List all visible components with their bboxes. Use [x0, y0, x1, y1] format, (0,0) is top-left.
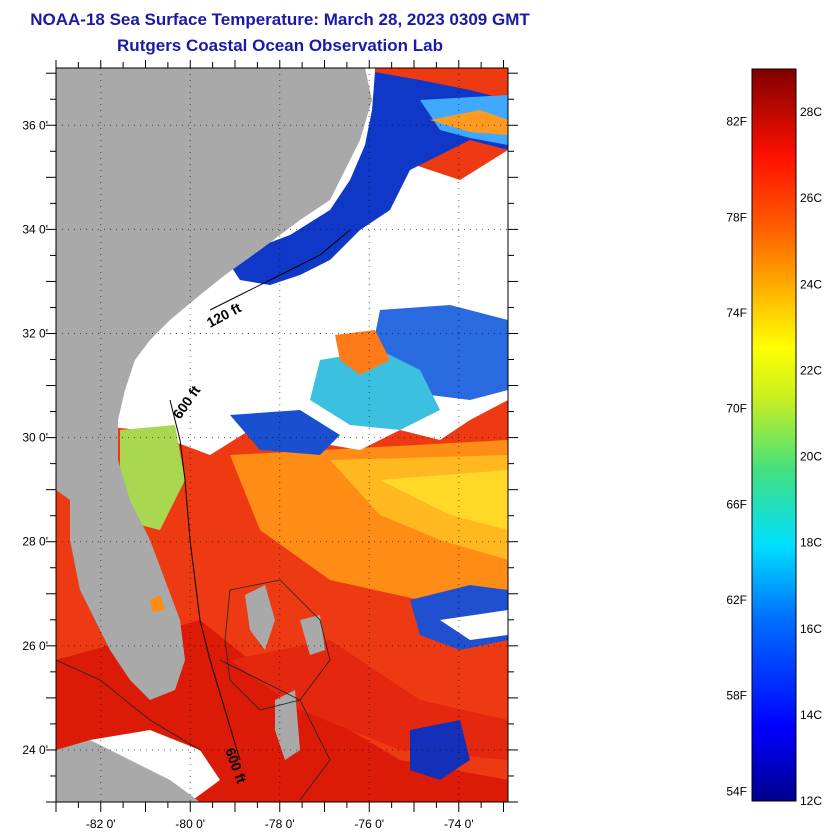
land-bahamas-1 — [245, 585, 275, 650]
contour-florida-shelf — [56, 659, 201, 751]
colorbar-f-label: 74F — [726, 306, 747, 320]
lake-okeechobee — [150, 595, 165, 612]
axis-ticks — [46, 60, 518, 812]
colorbar-f-label: 62F — [726, 593, 747, 607]
lon-tick-label: -78 0' — [265, 817, 295, 830]
colorbar-f-label: 66F — [726, 497, 747, 511]
temperature-colorbar: 54F 58F 62F 66F 70F 74F 78F 82F 12C 14C 16C 18C 20C… — [726, 68, 822, 808]
celsius-labels: 12C 14C 16C 18C 20C 22C 24C 26C 28C — [800, 105, 822, 808]
lon-tick-label: -80 0' — [175, 817, 205, 830]
graticule — [56, 68, 508, 802]
contour-bahamas-2 — [219, 659, 331, 801]
colorbar-c-label: 18C — [800, 536, 822, 550]
colorbar-f-label: 54F — [726, 784, 747, 798]
colorbar-f-label: 58F — [726, 689, 747, 703]
chart-title: NOAA-18 Sea Surface Temperature: March 2… — [30, 10, 530, 29]
lon-tick-label: -74 0' — [444, 817, 474, 830]
coastal-green — [120, 425, 185, 530]
lat-tick-label: 34 0' — [22, 222, 48, 236]
lat-tick-label: 30 0' — [22, 431, 48, 445]
land-bahamas-3 — [300, 615, 325, 655]
lat-tick-label: 36 0' — [22, 118, 48, 132]
land-cuba — [56, 740, 200, 802]
map-field — [56, 68, 508, 802]
contour-120ft — [209, 229, 351, 311]
lat-tick-label: 24 0' — [22, 743, 48, 757]
lon-tick-label: -76 0' — [354, 817, 384, 830]
fahrenheit-labels: 54F 58F 62F 66F 70F 74F 78F 82F — [726, 115, 747, 799]
map-frame — [55, 67, 509, 803]
colorbar-gradient — [751, 68, 797, 802]
colorbar-f-label: 70F — [726, 402, 747, 416]
colorbar-c-label: 28C — [800, 105, 822, 119]
warm-patch-north — [430, 110, 508, 135]
lat-tick-label: 32 0' — [22, 326, 48, 340]
latitude-labels: 24 0' 26 0' 28 0' 30 0' 32 0' 34 0' 36 0' — [22, 118, 48, 757]
lat-tick-label: 26 0' — [22, 639, 48, 653]
lat-tick-label: 28 0' — [22, 535, 48, 549]
colorbar-c-label: 20C — [800, 450, 822, 464]
contour-600ft — [169, 399, 241, 761]
longitude-labels: -82 0' -80 0' -78 0' -76 0' -74 0' — [86, 817, 474, 830]
chart-subtitle: Rutgers Coastal Ocean Observation Lab — [117, 36, 443, 55]
mixed-patch-mid — [310, 350, 440, 430]
colorbar-c-label: 14C — [800, 708, 822, 722]
frontal-blue — [230, 410, 340, 455]
colorbar-f-label: 82F — [726, 115, 747, 129]
lon-tick-label: -82 0' — [86, 817, 116, 830]
land-bahamas-2 — [275, 690, 300, 760]
warm-eddy — [335, 330, 390, 375]
warm-water-lightyellow — [380, 470, 508, 530]
colorbar-c-label: 16C — [800, 622, 822, 636]
colorbar-c-label: 24C — [800, 277, 822, 291]
sst-map: 120 ft 600 ft 600 ft 24 0'26 0'28 0'30 0… — [22, 60, 518, 830]
colorbar-c-label: 12C — [800, 794, 822, 808]
colorbar-c-label: 26C — [800, 191, 822, 205]
cloud-patch-east — [440, 610, 508, 640]
colorbar-f-label: 78F — [726, 210, 747, 224]
colorbar-c-label: 22C — [800, 363, 822, 377]
